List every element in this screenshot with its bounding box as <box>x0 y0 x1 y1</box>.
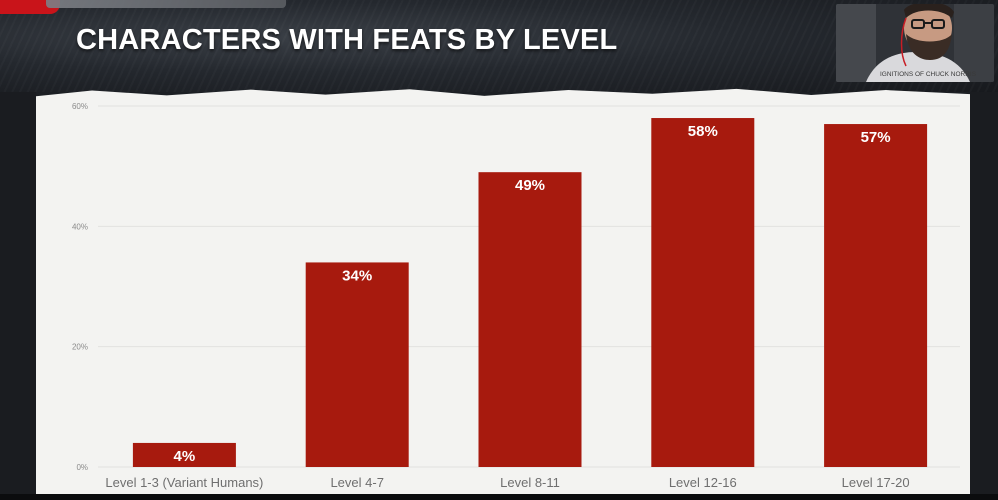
bar-value-label: 4% <box>174 448 196 465</box>
x-category-label: Level 4-7 <box>330 475 383 490</box>
bar-value-label: 49% <box>515 177 545 194</box>
slide-title: CHARACTERS WITH FEATS BY LEVEL <box>76 24 618 56</box>
webcam-shirt-text: IGNITIONS OF CHUCK NORRIS <box>880 71 977 78</box>
webcam-person-image: IGNITIONS OF CHUCK NORRIS <box>836 4 994 82</box>
x-category-label: Level 1-3 (Variant Humans) <box>105 475 263 490</box>
x-category-label: Level 17-20 <box>842 475 910 490</box>
x-category-label: Level 8-11 <box>500 475 560 490</box>
frame-bottom-edge <box>0 494 998 500</box>
bar <box>651 118 755 468</box>
bar <box>305 262 409 467</box>
x-category-label: Level 12-16 <box>669 475 737 490</box>
y-tick-label: 60% <box>72 102 88 111</box>
y-tick-label: 20% <box>72 343 88 352</box>
frame-right-edge <box>970 92 998 500</box>
bar <box>824 124 928 468</box>
bar-value-label: 34% <box>342 267 372 284</box>
y-tick-label: 0% <box>76 463 88 472</box>
logo-mark <box>0 0 60 14</box>
logo-wordmark <box>46 0 286 8</box>
bar <box>132 442 236 467</box>
y-tick-label: 40% <box>72 222 88 231</box>
slide-header <box>0 0 998 92</box>
bar <box>478 172 582 467</box>
webcam-video: IGNITIONS OF CHUCK NORRIS <box>836 4 994 82</box>
frame-left-edge <box>0 92 36 500</box>
bar-value-label: 57% <box>861 129 891 146</box>
bar-value-label: 58% <box>688 123 718 140</box>
